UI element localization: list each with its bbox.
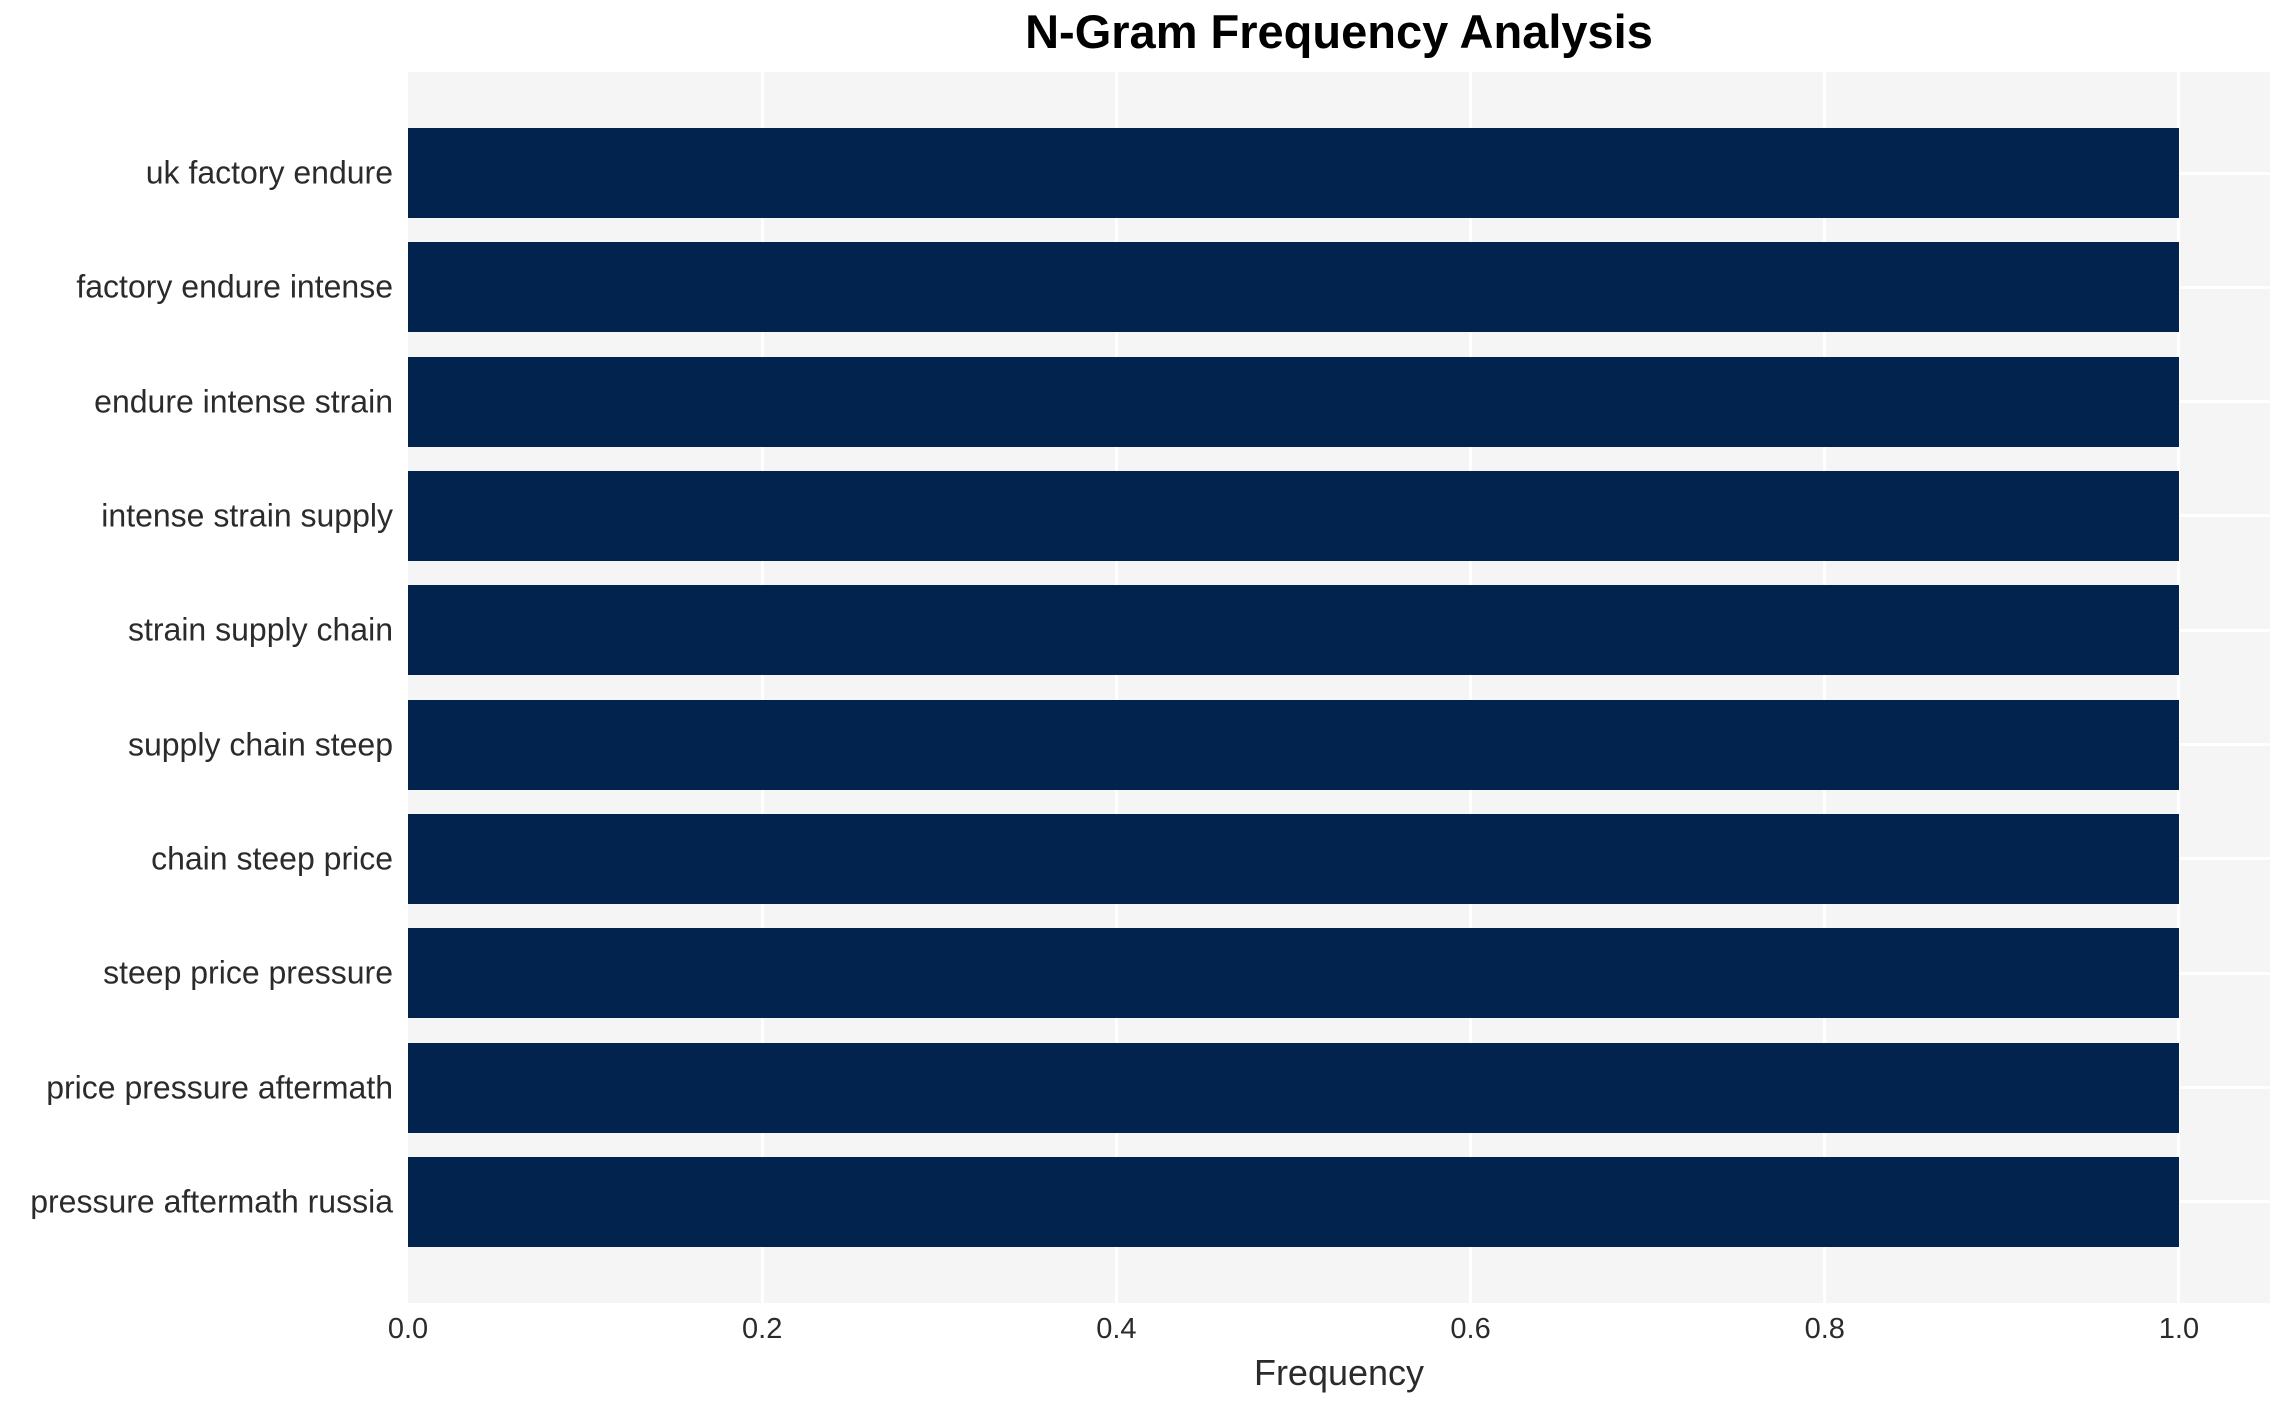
bar xyxy=(408,1156,2179,1247)
y-tick-label: strain supply chain xyxy=(127,611,393,648)
bar xyxy=(408,242,2179,333)
x-tick-label: 0.8 xyxy=(1804,1313,1845,1345)
y-tick-label: intense strain supply xyxy=(101,497,393,534)
x-tick-label: 0.2 xyxy=(742,1313,783,1345)
bar xyxy=(408,356,2179,447)
y-tick-label: factory endure intense xyxy=(76,268,393,305)
v-gridline xyxy=(2177,72,2181,1303)
v-gridline xyxy=(1114,72,1118,1303)
chart-title: N-Gram Frequency Analysis xyxy=(1025,5,1653,58)
y-tick-label: uk factory endure xyxy=(145,154,393,191)
v-gridline xyxy=(760,72,764,1303)
x-tick-label: 0.4 xyxy=(1096,1313,1137,1345)
bar xyxy=(408,470,2179,561)
bar xyxy=(408,128,2179,218)
bar xyxy=(408,699,2179,790)
x-axis-label: Frequency xyxy=(1253,1352,1425,1393)
plot-area xyxy=(408,72,2270,1303)
y-tick-label: steep price pressure xyxy=(103,954,393,991)
x-tick-label: 0.0 xyxy=(387,1313,429,1345)
x-tick-label: 0.6 xyxy=(1450,1313,1491,1345)
y-tick-label: supply chain steep xyxy=(127,726,393,763)
v-gridline xyxy=(1823,72,1827,1303)
y-tick-label: chain steep price xyxy=(151,840,393,877)
bar xyxy=(408,813,2179,904)
y-tick-label: endure intense strain xyxy=(94,383,393,420)
y-tick-label: pressure aftermath russia xyxy=(30,1183,393,1220)
bar xyxy=(408,1042,2179,1133)
bar xyxy=(408,928,2179,1019)
x-tick-label: 1.0 xyxy=(2158,1313,2200,1345)
v-gridline xyxy=(1469,72,1473,1303)
bar xyxy=(408,585,2179,676)
y-tick-label: price pressure aftermath xyxy=(46,1069,393,1106)
